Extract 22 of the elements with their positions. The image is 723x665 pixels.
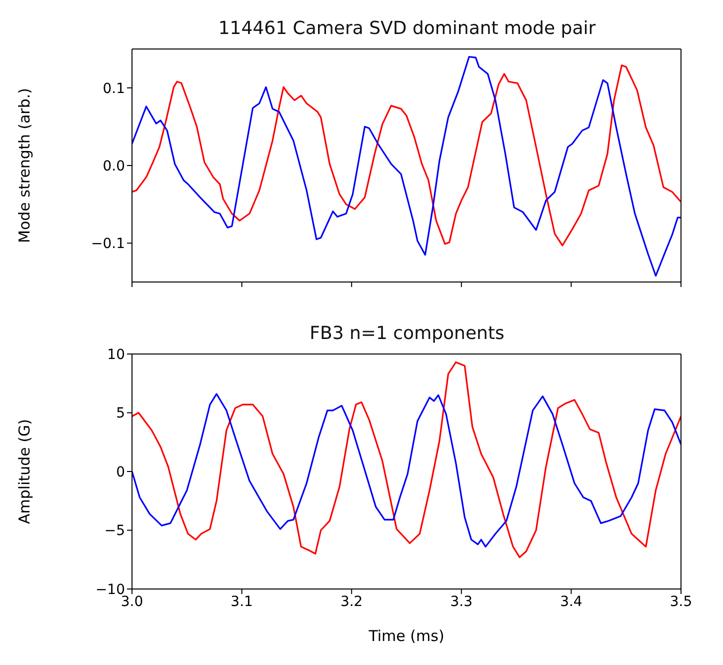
y-axis-title: Mode strength (arb.): [15, 88, 34, 243]
y-tick-label: 0.0: [102, 158, 125, 174]
y-tick-label: −5: [104, 523, 125, 540]
x-tick-label: 3.5: [670, 594, 692, 610]
x-axis-title: Time (ms): [368, 627, 444, 645]
x-tick-label: 3.0: [120, 594, 144, 610]
y-tick-label: −0.1: [91, 236, 125, 252]
y-tick-label: 0: [116, 464, 125, 480]
x-tick-label: 3.4: [560, 594, 582, 610]
x-tick-label: 3.1: [230, 594, 253, 610]
line-series: [132, 361, 681, 558]
y-tick-label: 5: [116, 406, 125, 422]
chart-title: 114461 Camera SVD dominant mode pair: [217, 18, 597, 39]
y-axis-title: Amplitude (G): [15, 419, 34, 524]
line-series: [132, 56, 681, 277]
chart-title: FB3 n=1 components: [308, 323, 506, 344]
y-tick-label: 10: [107, 346, 125, 363]
line-series: [132, 393, 681, 548]
x-tick-label: 3.2: [340, 594, 363, 610]
x-tick-label: 3.3: [450, 594, 473, 610]
y-tick-label: 0.1: [102, 80, 125, 97]
line-series: [132, 64, 681, 246]
